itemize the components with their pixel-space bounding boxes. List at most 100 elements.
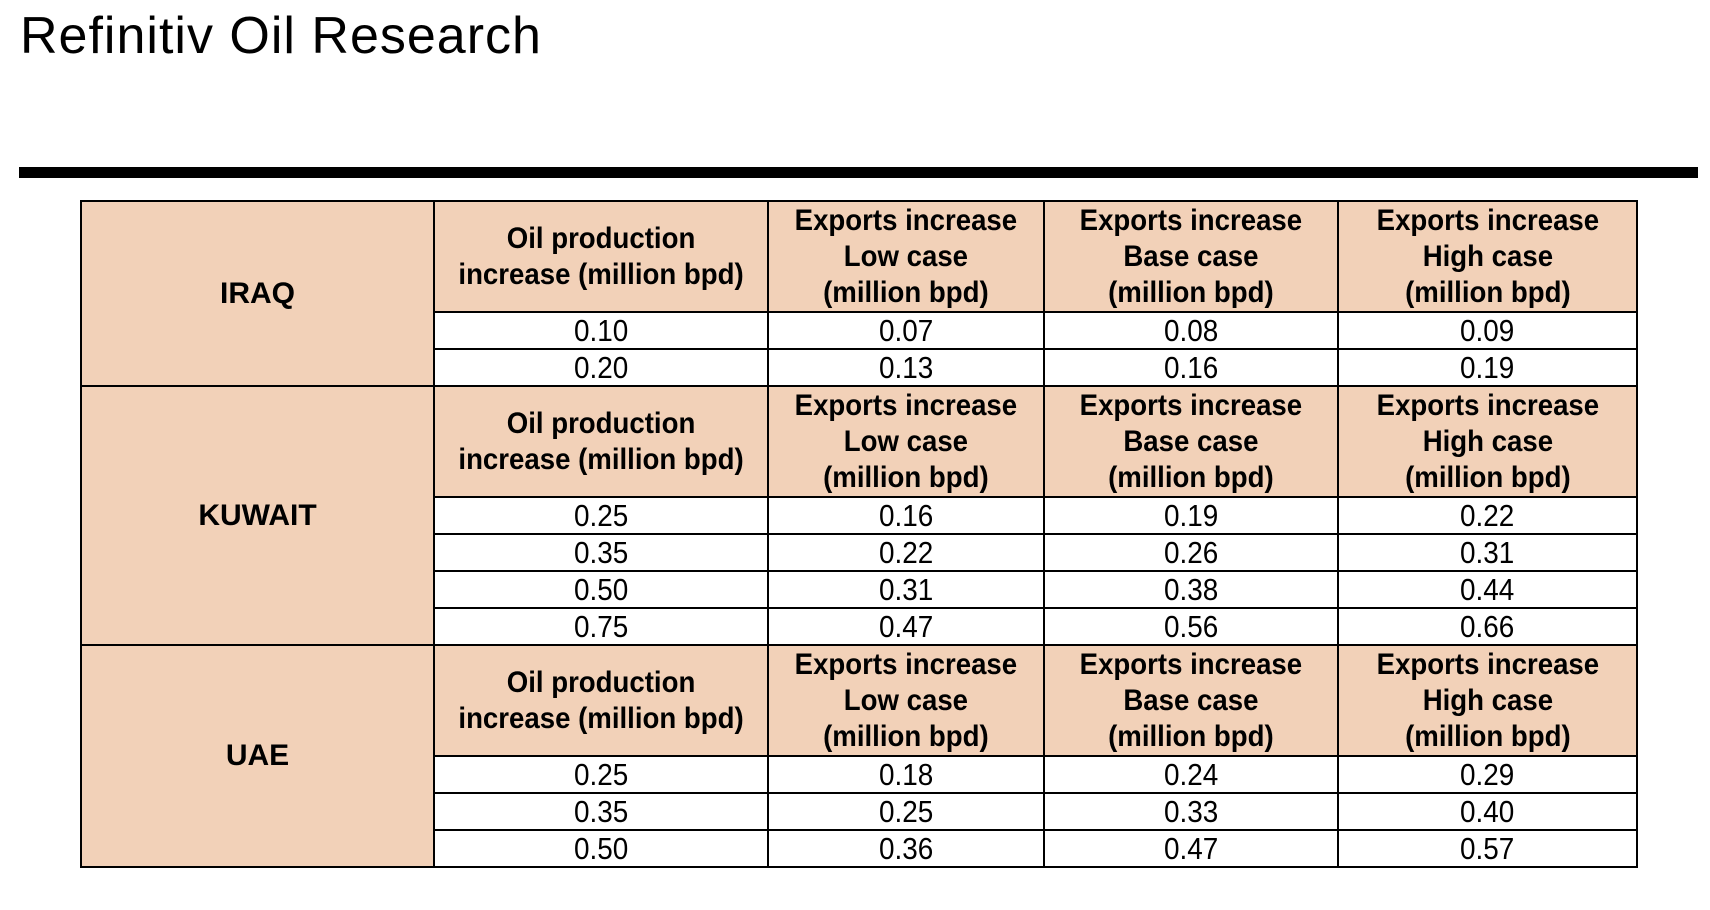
value-cell-low: 0.31 [767, 570, 1045, 609]
cell-value: 0.18 [878, 757, 934, 792]
cell-value: 0.19 [1460, 350, 1515, 385]
header-line: High case [1422, 239, 1553, 273]
cell-value: 0.22 [1460, 498, 1515, 533]
value-cell-high: 0.31 [1337, 533, 1638, 572]
header-row-uae: UAE Oil production increase (million bpd) E… [80, 644, 1638, 868]
cell-value: 0.57 [1460, 831, 1515, 866]
value-cell-low: 0.36 [767, 829, 1045, 868]
header-row-kuwait: KUWAIT Oil production increase (million bp… [80, 385, 1638, 646]
header-line: Exports increase [1079, 203, 1303, 237]
title-divider [19, 167, 1698, 178]
cell-value: 0.50 [573, 831, 629, 866]
value-cell-high: 0.09 [1337, 311, 1638, 350]
cell-value: 0.44 [1460, 572, 1515, 607]
column-header-low: Exports increase Low case (million bpd) [767, 200, 1045, 313]
value-cell-high: 0.66 [1337, 607, 1638, 646]
table-row: 0.25 0.18 0.24 0.29 [81, 755, 1638, 794]
value-cell-high: 0.57 [1337, 829, 1638, 868]
cell-value: 0.24 [1163, 757, 1219, 792]
header-line: (million bpd) [1108, 275, 1274, 309]
value-cell-production: 0.25 [433, 755, 769, 794]
header-line: Base case [1123, 239, 1259, 273]
table-row: 0.35 0.25 0.33 0.40 [81, 792, 1638, 831]
column-header-low: Exports increase Low case (million bpd) [767, 385, 1045, 498]
country-cell: UAE [80, 644, 435, 868]
cell-value: 0.47 [878, 609, 934, 644]
header-line: Low case [843, 424, 969, 458]
cell-value: 0.22 [878, 535, 934, 570]
value-cell-base: 0.24 [1043, 755, 1339, 794]
oil-exports-table: IRAQ Oil production increase (million bpd)… [80, 200, 1638, 868]
header-line: (million bpd) [1108, 719, 1274, 753]
cell-value: 0.25 [878, 794, 934, 829]
header-line: Exports increase [794, 388, 1018, 422]
value-cell-base: 0.33 [1043, 792, 1339, 831]
value-cell-base: 0.47 [1043, 829, 1339, 868]
value-cell-production: 0.25 [433, 496, 769, 535]
value-cell-high: 0.19 [1337, 348, 1638, 387]
cell-value: 0.20 [573, 350, 629, 385]
header-row-iraq: IRAQ Oil production increase (million bpd)… [80, 200, 1638, 387]
header-line: Exports increase [1079, 388, 1303, 422]
cell-value: 0.19 [1163, 498, 1219, 533]
cell-value: 0.07 [878, 313, 934, 348]
header-line: Exports increase [794, 203, 1018, 237]
header-line: (million bpd) [823, 719, 989, 753]
value-cell-high: 0.44 [1337, 570, 1638, 609]
header-line: (million bpd) [1404, 275, 1571, 309]
value-cell-production: 0.50 [433, 570, 769, 609]
value-cell-low: 0.18 [767, 755, 1045, 794]
cell-value: 0.38 [1163, 572, 1219, 607]
cell-value: 0.35 [573, 535, 629, 570]
header-line: High case [1422, 683, 1553, 717]
header-line: (million bpd) [823, 275, 989, 309]
header-line: increase (million bpd) [458, 257, 744, 291]
header-line: Base case [1123, 683, 1259, 717]
table-row: 0.50 0.31 0.38 0.44 [81, 570, 1638, 609]
value-cell-high: 0.40 [1337, 792, 1638, 831]
header-line: Low case [843, 239, 969, 273]
cell-value: 0.36 [878, 831, 934, 866]
table-row: 0.50 0.36 0.47 0.57 [81, 829, 1638, 868]
value-cell-base: 0.38 [1043, 570, 1339, 609]
header-line: Exports increase [1376, 388, 1599, 422]
column-header-production: Oil production increase (million bpd) [433, 385, 769, 498]
column-header-base: Exports increase Base case (million bpd) [1043, 644, 1339, 757]
value-cell-production: 0.35 [433, 792, 769, 831]
header-line: (million bpd) [1108, 460, 1274, 494]
cell-value: 0.09 [1460, 313, 1515, 348]
cell-value: 0.25 [573, 498, 629, 533]
value-cell-production: 0.75 [433, 607, 769, 646]
table-row: 0.10 0.07 0.08 0.09 [81, 311, 1638, 350]
cell-value: 0.29 [1460, 757, 1515, 792]
header-line: increase (million bpd) [458, 701, 744, 735]
cell-value: 0.26 [1163, 535, 1219, 570]
value-cell-base: 0.56 [1043, 607, 1339, 646]
header-line: Exports increase [1376, 203, 1599, 237]
value-cell-low: 0.16 [767, 496, 1045, 535]
header-line: Low case [843, 683, 969, 717]
header-line: Exports increase [794, 647, 1018, 681]
cell-value: 0.33 [1163, 794, 1219, 829]
cell-value: 0.13 [878, 350, 934, 385]
column-header-base: Exports increase Base case (million bpd) [1043, 385, 1339, 498]
cell-value: 0.16 [1163, 350, 1219, 385]
column-header-high: Exports increase High case (million bpd) [1337, 200, 1638, 313]
cell-value: 0.35 [573, 794, 629, 829]
table-row: 0.75 0.47 0.56 0.66 [81, 607, 1638, 646]
cell-value: 0.66 [1460, 609, 1515, 644]
header-line: Exports increase [1079, 647, 1303, 681]
column-header-production: Oil production increase (million bpd) [433, 644, 769, 757]
cell-value: 0.75 [573, 609, 629, 644]
column-header-high: Exports increase High case (million bpd) [1337, 385, 1638, 498]
header-line: (million bpd) [1404, 460, 1571, 494]
column-header-base: Exports increase Base case (million bpd) [1043, 200, 1339, 313]
header-line: (million bpd) [1404, 719, 1571, 753]
value-cell-low: 0.25 [767, 792, 1045, 831]
country-cell: IRAQ [80, 200, 435, 387]
value-cell-production: 0.20 [433, 348, 769, 387]
country-cell: KUWAIT [80, 385, 435, 646]
table-row: 0.25 0.16 0.19 0.22 [81, 496, 1638, 535]
value-cell-production: 0.35 [433, 533, 769, 572]
header-line: High case [1422, 424, 1553, 458]
